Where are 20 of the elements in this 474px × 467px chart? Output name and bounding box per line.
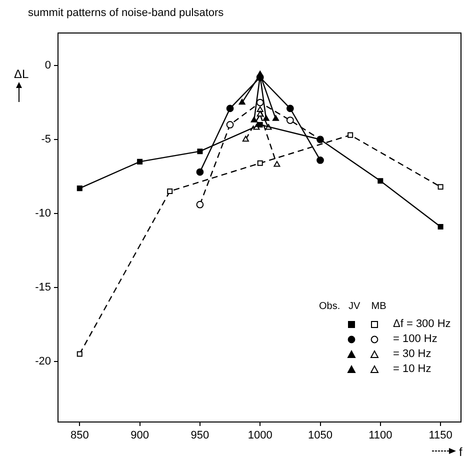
x-tick-label: 1050 bbox=[308, 430, 332, 442]
y-tick-label: -5 bbox=[41, 134, 51, 146]
legend-label: Δf = 300 Hz bbox=[393, 318, 451, 330]
legend-label: = 100 Hz bbox=[393, 333, 438, 345]
x-tick-label: 1100 bbox=[368, 430, 392, 442]
y-tick-label: -20 bbox=[35, 355, 51, 368]
legend-label: = 10 Hz bbox=[393, 363, 432, 375]
y-tick-label: -10 bbox=[35, 207, 51, 220]
y-axis-title: ΔL bbox=[14, 67, 30, 81]
legend-label: = 30 Hz bbox=[393, 348, 432, 360]
x-tick-label: 1000 bbox=[248, 430, 272, 442]
x-tick-label: 900 bbox=[130, 430, 149, 442]
legend-title: Obs. JV MB bbox=[319, 300, 388, 314]
x-tick-label: 950 bbox=[190, 430, 210, 442]
y-tick-label: 0 bbox=[44, 60, 51, 72]
x-tick-label: 850 bbox=[70, 430, 89, 442]
chart-title: summit patterns of noise-band pulsators bbox=[28, 7, 224, 19]
x-axis-title: f bbox=[459, 445, 463, 459]
x-tick-label: 1150 bbox=[428, 430, 452, 442]
y-tick-label: -15 bbox=[35, 281, 51, 294]
